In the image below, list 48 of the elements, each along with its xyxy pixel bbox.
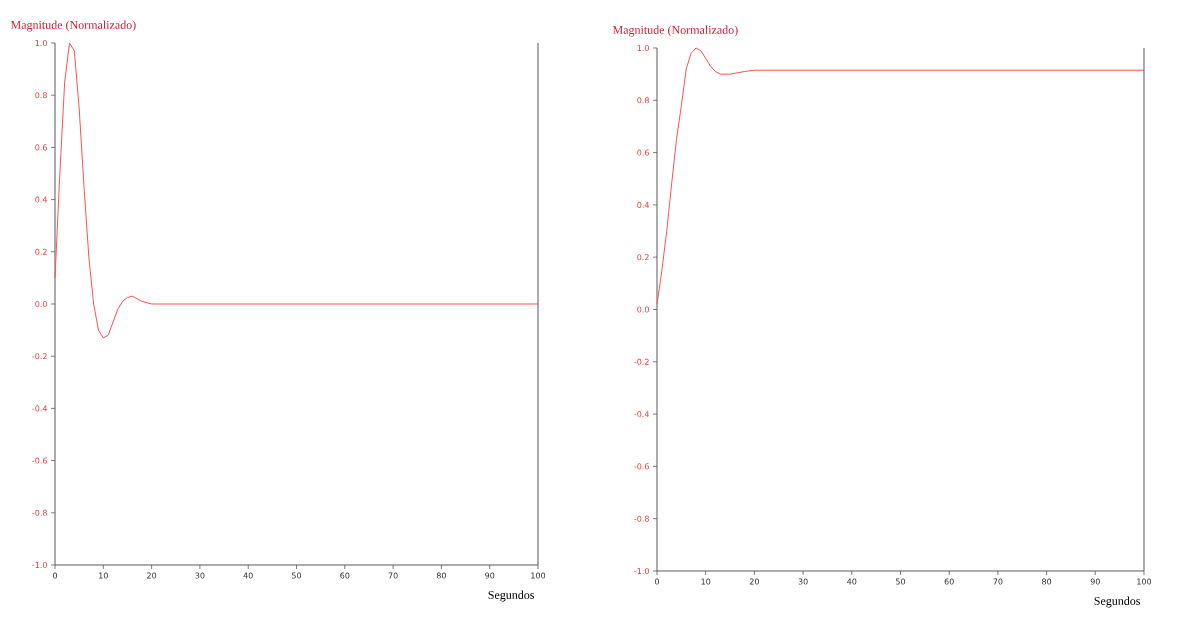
x-tick-label: 60 bbox=[340, 572, 350, 579]
x-tick-label: 70 bbox=[388, 572, 398, 579]
y-tick-label: -0.8 bbox=[32, 509, 47, 516]
x-tick-label: 90 bbox=[1090, 578, 1100, 585]
y-tick-label: -0.2 bbox=[32, 353, 47, 360]
y-tick-label: 1.0 bbox=[35, 39, 47, 47]
y-tick-label: 0.0 bbox=[637, 306, 649, 313]
y-tick-label: -0.6 bbox=[32, 457, 47, 464]
x-tick-label: 30 bbox=[798, 578, 808, 585]
x-tick-label: 100 bbox=[1137, 578, 1152, 585]
x-tick-label: 10 bbox=[99, 572, 108, 579]
y-tick-label: 0.0 bbox=[35, 300, 47, 308]
x-tick-label: 90 bbox=[485, 572, 495, 579]
y-tick-label: -0.4 bbox=[634, 411, 650, 418]
x-tick-label: 10 bbox=[701, 578, 711, 585]
x-tick-label: 80 bbox=[436, 572, 446, 579]
x-axis-title: Segundos bbox=[488, 590, 535, 602]
y-tick-label: -0.2 bbox=[634, 358, 649, 365]
x-tick-label: 0 bbox=[53, 572, 58, 579]
y-tick-label: 1.0 bbox=[637, 44, 649, 52]
y-tick-label: 0.6 bbox=[35, 144, 47, 151]
x-tick-label: 60 bbox=[944, 578, 954, 585]
y-tick-label: -0.4 bbox=[32, 405, 48, 412]
y-tick-label: -0.8 bbox=[634, 515, 649, 522]
y-tick-label: -1.0 bbox=[634, 567, 649, 575]
x-tick-label: 20 bbox=[147, 572, 157, 579]
x-tick-label: 30 bbox=[195, 572, 205, 579]
x-tick-label: 100 bbox=[531, 572, 546, 579]
y-tick-label: 0.8 bbox=[637, 97, 649, 104]
y-axis-title: Magnitude (Normalizado) bbox=[612, 25, 738, 37]
y-tick-label: -0.6 bbox=[634, 463, 649, 470]
y-tick-label: -1.0 bbox=[32, 561, 47, 569]
x-tick-label: 50 bbox=[292, 572, 302, 579]
x-axis-title: Segundos bbox=[1094, 596, 1141, 608]
y-tick-label: 0.4 bbox=[637, 201, 650, 208]
x-tick-label: 50 bbox=[896, 578, 906, 585]
x-tick-label: 40 bbox=[243, 572, 253, 579]
x-tick-label: 20 bbox=[749, 578, 759, 585]
y-tick-label: 0.2 bbox=[35, 248, 47, 255]
x-tick-label: 70 bbox=[993, 578, 1003, 585]
x-tick-label: 40 bbox=[847, 578, 857, 585]
x-tick-label: 80 bbox=[1042, 578, 1052, 585]
x-tick-label: 0 bbox=[654, 578, 660, 585]
y-tick-label: 0.6 bbox=[637, 149, 649, 156]
y-tick-label: 0.4 bbox=[35, 196, 48, 203]
y-tick-label: 0.8 bbox=[35, 92, 47, 99]
y-axis-title: Magnitude (Normalizado) bbox=[10, 20, 136, 32]
y-tick-label: 0.2 bbox=[637, 254, 649, 261]
